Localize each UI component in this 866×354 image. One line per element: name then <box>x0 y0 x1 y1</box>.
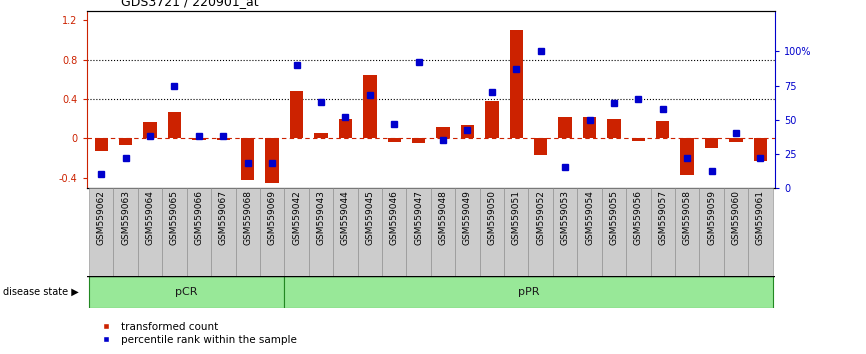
Bar <box>192 138 205 141</box>
Text: GSM559050: GSM559050 <box>488 190 496 245</box>
Text: GSM559066: GSM559066 <box>194 190 204 245</box>
Bar <box>290 91 303 138</box>
Bar <box>119 138 132 145</box>
Bar <box>260 188 284 276</box>
Bar <box>485 101 499 138</box>
Bar <box>650 188 675 276</box>
Bar <box>626 188 650 276</box>
Bar <box>387 138 401 142</box>
Bar <box>700 188 724 276</box>
Text: GSM559063: GSM559063 <box>121 190 130 245</box>
Bar <box>430 188 456 276</box>
Bar <box>216 138 230 141</box>
Bar <box>705 138 718 148</box>
Text: GSM559045: GSM559045 <box>365 190 374 245</box>
Text: GSM559046: GSM559046 <box>390 190 398 245</box>
Bar <box>553 188 578 276</box>
Bar <box>382 188 406 276</box>
Bar <box>333 188 358 276</box>
Bar <box>363 75 377 138</box>
Text: GSM559069: GSM559069 <box>268 190 276 245</box>
Text: GSM559049: GSM559049 <box>463 190 472 245</box>
Bar <box>211 188 236 276</box>
Bar <box>241 138 255 180</box>
Bar <box>528 188 553 276</box>
Bar <box>504 188 528 276</box>
Bar <box>559 117 572 138</box>
Text: GSM559060: GSM559060 <box>732 190 740 245</box>
Bar <box>509 30 523 138</box>
Bar <box>631 138 645 141</box>
Bar <box>583 117 596 138</box>
Bar <box>266 138 279 183</box>
Text: GSM559054: GSM559054 <box>585 190 594 245</box>
Bar <box>675 188 700 276</box>
Text: GSM559056: GSM559056 <box>634 190 643 245</box>
Bar <box>748 188 772 276</box>
Text: GSM559064: GSM559064 <box>145 190 154 245</box>
Text: GSM559059: GSM559059 <box>708 190 716 245</box>
Bar <box>113 188 138 276</box>
Text: GSM559048: GSM559048 <box>438 190 448 245</box>
Bar <box>314 132 327 138</box>
Text: GSM559055: GSM559055 <box>610 190 618 245</box>
Text: GSM559043: GSM559043 <box>316 190 326 245</box>
Text: GSM559057: GSM559057 <box>658 190 668 245</box>
Bar <box>284 276 772 308</box>
Bar <box>607 119 621 138</box>
Bar <box>138 188 162 276</box>
Bar <box>168 112 181 138</box>
Bar <box>534 138 547 155</box>
Bar <box>284 188 309 276</box>
Text: GSM559067: GSM559067 <box>219 190 228 245</box>
Text: GSM559061: GSM559061 <box>756 190 765 245</box>
Text: GSM559051: GSM559051 <box>512 190 520 245</box>
Text: disease state ▶: disease state ▶ <box>3 287 78 297</box>
Text: GSM559053: GSM559053 <box>560 190 570 245</box>
Bar <box>480 188 504 276</box>
Bar <box>309 188 333 276</box>
Bar <box>406 188 430 276</box>
Bar <box>724 188 748 276</box>
Bar <box>144 122 157 138</box>
Bar <box>358 188 382 276</box>
Bar <box>94 138 108 151</box>
Bar <box>602 188 626 276</box>
Bar <box>339 119 352 138</box>
Bar <box>187 188 211 276</box>
Text: pPR: pPR <box>518 287 540 297</box>
Bar <box>656 121 669 138</box>
Text: GSM559052: GSM559052 <box>536 190 546 245</box>
Text: GSM559042: GSM559042 <box>292 190 301 245</box>
Bar <box>89 188 113 276</box>
Text: GSM559044: GSM559044 <box>341 190 350 245</box>
Bar <box>162 188 187 276</box>
Text: GSM559068: GSM559068 <box>243 190 252 245</box>
Text: GSM559047: GSM559047 <box>414 190 423 245</box>
Text: pCR: pCR <box>176 287 198 297</box>
Bar <box>461 125 475 138</box>
Bar <box>578 188 602 276</box>
Bar <box>236 188 260 276</box>
Bar <box>681 138 694 175</box>
Text: GSM559062: GSM559062 <box>97 190 106 245</box>
Text: GDS3721 / 220901_at: GDS3721 / 220901_at <box>121 0 259 8</box>
Bar <box>753 138 767 161</box>
Bar <box>456 188 480 276</box>
Text: GSM559065: GSM559065 <box>170 190 179 245</box>
Bar <box>412 138 425 143</box>
Text: GSM559058: GSM559058 <box>682 190 692 245</box>
Bar <box>436 127 449 138</box>
Legend: transformed count, percentile rank within the sample: transformed count, percentile rank withi… <box>92 317 301 349</box>
Bar <box>89 276 284 308</box>
Bar <box>729 138 743 142</box>
